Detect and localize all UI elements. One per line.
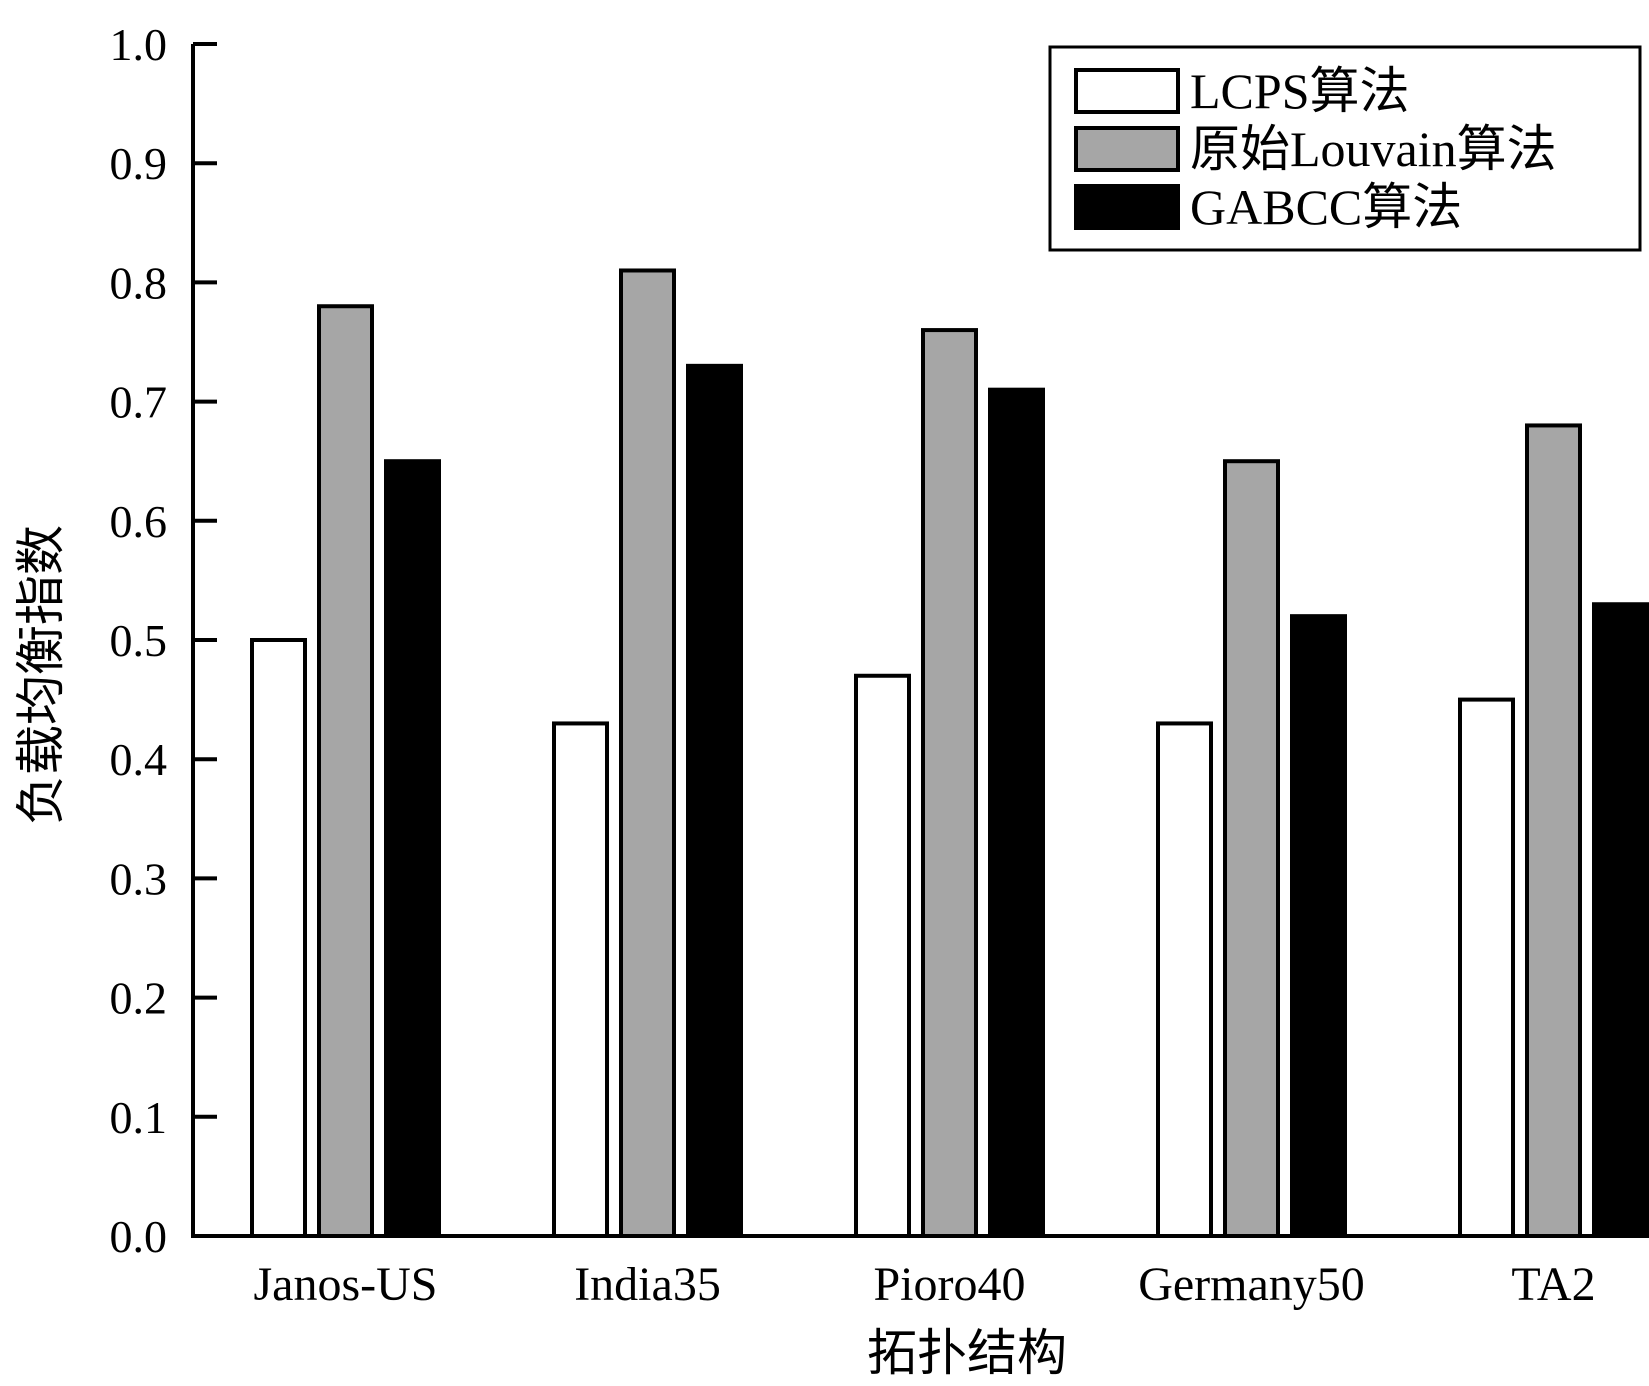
bar [317, 304, 374, 1238]
y-tick-label: 0.9 [110, 138, 168, 189]
y-tick-label: 0.6 [110, 496, 168, 547]
legend-swatch [1074, 68, 1180, 114]
bar [552, 721, 609, 1238]
bar [1592, 602, 1649, 1238]
bar [854, 673, 911, 1238]
y-tick-label: 0.8 [110, 257, 168, 308]
legend-swatch [1074, 126, 1180, 172]
y-ticks-group: 0.0 0.1 0.2 0.3 0.4 0.5 0.6 0.7 0.8 0.9 1.0 [110, 19, 217, 1262]
bar [1223, 459, 1280, 1238]
x-labels-group: Janos-US India35 Pioro40 Germany50 TA2 [253, 1258, 1595, 1311]
legend-swatch [1074, 184, 1180, 230]
legend-label: GABCC算法 [1190, 179, 1462, 235]
legend-label: LCPS算法 [1190, 63, 1410, 119]
x-category-label: Janos-US [253, 1258, 437, 1311]
y-tick-label: 1.0 [110, 19, 168, 70]
bar [921, 328, 978, 1238]
x-axis-title: 拓扑结构 [867, 1325, 1067, 1381]
bars-group [250, 268, 1649, 1239]
y-tick-label: 0.4 [110, 734, 168, 785]
x-category-label: Pioro40 [873, 1258, 1025, 1311]
bar [988, 387, 1045, 1238]
bar [1156, 721, 1213, 1238]
bar [1458, 697, 1515, 1238]
y-tick-label: 0.7 [110, 377, 168, 428]
x-category-label: TA2 [1511, 1258, 1595, 1311]
bar [619, 268, 676, 1239]
bar [1525, 423, 1582, 1238]
x-category-label: India35 [574, 1258, 721, 1311]
y-tick-label: 0.0 [110, 1211, 168, 1262]
y-tick-label: 0.3 [110, 853, 168, 904]
y-axis-title: 负载均衡指数 [13, 525, 69, 825]
x-category-label: Germany50 [1138, 1258, 1365, 1311]
bar [384, 459, 441, 1238]
y-tick-label: 0.2 [110, 973, 168, 1024]
y-tick-label: 0.5 [110, 615, 168, 666]
bar [686, 363, 743, 1238]
bar [250, 638, 307, 1238]
legend-label: 原始Louvain算法 [1190, 121, 1557, 177]
bar [1290, 614, 1347, 1238]
y-tick-label: 0.1 [110, 1092, 168, 1143]
